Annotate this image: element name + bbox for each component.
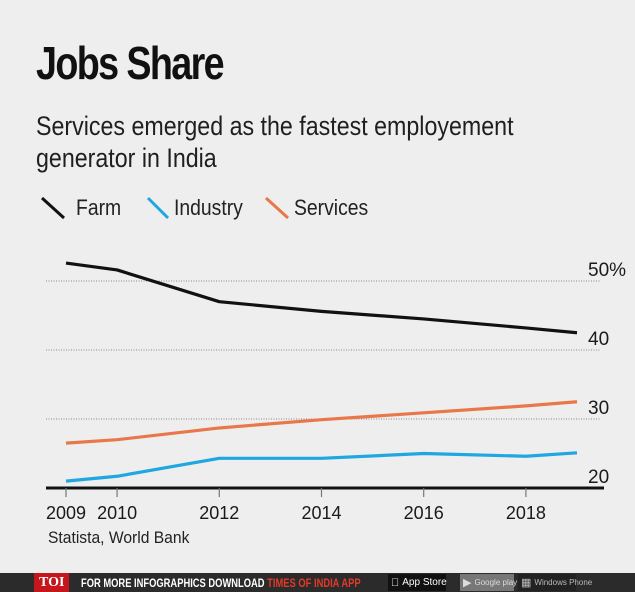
x-tick-label: 2012 [199,503,239,523]
google-play-badge[interactable]: ▶ Google play [460,574,518,591]
legend-label-farm: Farm [76,195,122,220]
x-tick-label: 2010 [97,503,137,523]
y-tick-label: 50% [588,260,626,281]
services-line-icon [264,196,290,220]
windows-label: Windows Phone [534,578,593,587]
x-tick-label: 2014 [301,503,341,523]
app-store-badge[interactable]: App Store [388,574,447,591]
x-tick-label: 2009 [46,503,86,523]
x-tick-label: 2018 [506,503,546,523]
series-line-industry [65,451,578,483]
y-tick-label: 30 [588,398,609,419]
app-store-label: App Store [394,577,446,588]
promo-banner: TOI FOR MORE INFOGRAPHICS DOWNLOAD TIMES… [0,573,635,592]
industry-line-icon [146,196,170,220]
x-tick-label: 2016 [404,503,444,523]
legend-item-services: Services [264,195,378,221]
chart-title: Jobs Share [36,37,225,89]
apple-icon:  [391,577,399,589]
source-note: Statista, World Bank [48,528,190,547]
legend-item-farm: Farm [40,195,127,221]
windows-icon: ▦ [521,577,532,589]
banner-text-highlight: TIMES OF INDIA APP [267,575,362,590]
farm-line-icon [40,196,66,220]
legend-label-industry: Industry [174,195,243,220]
legend-label-services: Services [294,195,369,220]
banner-text: FOR MORE INFOGRAPHICS DOWNLOAD TIMES OF … [81,575,361,590]
legend-item-industry: Industry [146,195,252,221]
banner-text-prefix: FOR MORE INFOGRAPHICS DOWNLOAD [81,575,268,590]
line-chart: 20 30 40 50% 2009 2010 2012 2014 2016 2018 [46,260,626,523]
play-icon: ▶ [463,577,472,589]
y-tick-label: 40 [588,329,609,350]
series-line-farm [65,261,578,335]
toi-logo: TOI [34,573,70,592]
windows-phone-badge[interactable]: ▦ Windows Phone [518,574,592,591]
chart-subtitle: Services emerged as the fastest employem… [36,111,514,173]
google-play-label: Google play [474,578,518,587]
y-tick-label: 20 [588,467,609,488]
series-line-services [65,400,578,445]
